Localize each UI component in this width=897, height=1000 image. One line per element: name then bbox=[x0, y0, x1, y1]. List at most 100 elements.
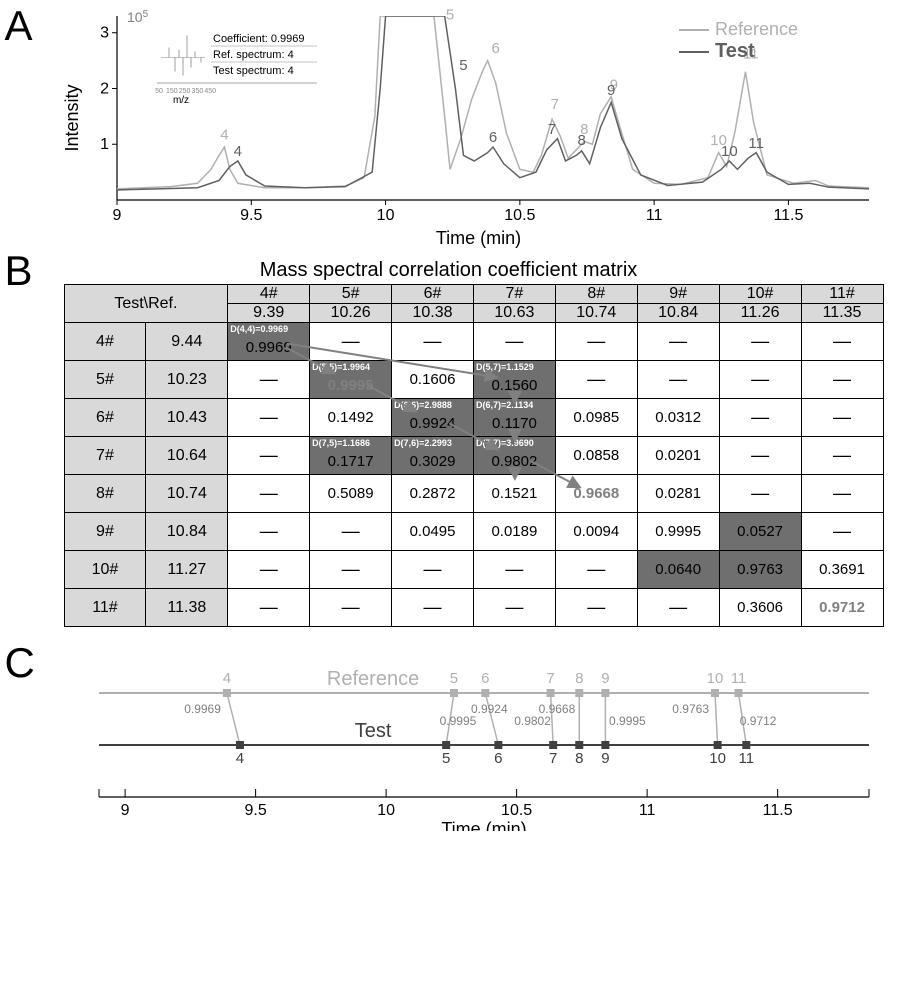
matrix-cell: 0.0094 bbox=[555, 513, 637, 551]
svg-text:11.5: 11.5 bbox=[762, 802, 792, 819]
svg-text:9.5: 9.5 bbox=[244, 802, 266, 819]
col-header: 5# bbox=[310, 285, 392, 304]
col-rt: 9.39 bbox=[228, 304, 310, 323]
col-rt: 10.26 bbox=[310, 304, 392, 323]
row-rt: 10.64 bbox=[146, 437, 228, 475]
matrix-cell: — bbox=[555, 551, 637, 589]
matrix-cell: — bbox=[228, 551, 310, 589]
panel-a-chart: Intensity 12399.51010.51111.510544556677… bbox=[79, 8, 879, 228]
matrix-corner: Test\Ref. bbox=[64, 285, 228, 323]
svg-text:Reference: Reference bbox=[715, 19, 798, 39]
svg-text:7: 7 bbox=[550, 96, 558, 113]
matrix-cell: — bbox=[801, 475, 883, 513]
svg-text:0.9995: 0.9995 bbox=[609, 714, 646, 728]
matrix-cell: 0.0312 bbox=[637, 399, 719, 437]
matrix-cell: 0.1717D(7,5)=1.1686 bbox=[310, 437, 392, 475]
svg-text:5: 5 bbox=[441, 750, 449, 767]
matrix-cell: — bbox=[719, 323, 801, 361]
svg-text:Time (min): Time (min) bbox=[441, 819, 526, 831]
svg-text:0.9802: 0.9802 bbox=[514, 714, 551, 728]
col-rt: 10.74 bbox=[555, 304, 637, 323]
row-header: 5# bbox=[64, 361, 146, 399]
svg-text:0.9969: 0.9969 bbox=[184, 702, 221, 716]
svg-text:9: 9 bbox=[120, 802, 129, 819]
svg-text:m/z: m/z bbox=[172, 95, 188, 106]
svg-text:8: 8 bbox=[575, 670, 583, 687]
svg-text:10.5: 10.5 bbox=[501, 802, 532, 819]
svg-text:Test spectrum: 4: Test spectrum: 4 bbox=[213, 65, 294, 77]
svg-text:9: 9 bbox=[601, 670, 609, 687]
matrix-cell: — bbox=[228, 589, 310, 627]
matrix-cell: — bbox=[801, 361, 883, 399]
col-header: 10# bbox=[719, 285, 801, 304]
svg-text:7: 7 bbox=[546, 670, 554, 687]
svg-text:9.5: 9.5 bbox=[240, 207, 262, 224]
svg-text:0.9712: 0.9712 bbox=[739, 714, 776, 728]
matrix-cell: — bbox=[801, 437, 883, 475]
row-header: 4# bbox=[64, 323, 146, 361]
row-header: 8# bbox=[64, 475, 146, 513]
svg-text:4: 4 bbox=[222, 670, 230, 687]
col-header: 6# bbox=[392, 285, 474, 304]
col-rt: 10.63 bbox=[473, 304, 555, 323]
svg-text:250: 250 bbox=[178, 88, 190, 95]
matrix-cell: 0.9712 bbox=[801, 589, 883, 627]
svg-text:0.9668: 0.9668 bbox=[538, 702, 575, 716]
panel-b: B Mass spectral correlation coefficient … bbox=[9, 259, 889, 627]
matrix-cell: — bbox=[473, 551, 555, 589]
svg-text:3: 3 bbox=[100, 25, 109, 42]
matrix-cell: — bbox=[719, 361, 801, 399]
panel-a: A Intensity 12399.51010.51111.5105445566… bbox=[9, 8, 889, 249]
panel-b-title: Mass spectral correlation coefficient ma… bbox=[9, 259, 889, 282]
matrix-cell: 0.9802D(7,7)=3.9690 bbox=[473, 437, 555, 475]
panel-a-ylabel: Intensity bbox=[62, 84, 83, 151]
matrix-cell: 0.0189 bbox=[473, 513, 555, 551]
col-header: 8# bbox=[555, 285, 637, 304]
matrix-cell: — bbox=[392, 551, 474, 589]
matrix-cell: 0.9995 bbox=[637, 513, 719, 551]
matrix-cell: 0.1170D(6,7)=2.1134 bbox=[473, 399, 555, 437]
matrix-cell: — bbox=[310, 323, 392, 361]
figure: A Intensity 12399.51010.51111.5105445566… bbox=[9, 8, 889, 831]
panel-c: C ReferenceTest440.9969550.9995660.99247… bbox=[9, 651, 889, 831]
col-rt: 11.26 bbox=[719, 304, 801, 323]
matrix-cell: — bbox=[228, 361, 310, 399]
svg-text:Coefficient: 0.9969: Coefficient: 0.9969 bbox=[213, 33, 305, 45]
matrix-cell: — bbox=[801, 513, 883, 551]
matrix-cell: — bbox=[310, 513, 392, 551]
matrix-cell: 0.2872 bbox=[392, 475, 474, 513]
svg-text:Ref. spectrum: 4: Ref. spectrum: 4 bbox=[213, 49, 294, 61]
matrix-cell: — bbox=[719, 437, 801, 475]
panel-a-xlabel: Time (min) bbox=[79, 228, 879, 249]
col-rt: 11.35 bbox=[801, 304, 883, 323]
svg-text:6: 6 bbox=[491, 40, 499, 57]
row-rt: 10.43 bbox=[146, 399, 228, 437]
svg-text:50: 50 bbox=[155, 88, 163, 95]
svg-text:11: 11 bbox=[738, 750, 754, 767]
matrix-cell: — bbox=[392, 323, 474, 361]
svg-text:10: 10 bbox=[709, 750, 726, 767]
svg-text:5: 5 bbox=[449, 670, 457, 687]
svg-text:11: 11 bbox=[638, 802, 655, 819]
matrix-cell: — bbox=[637, 323, 719, 361]
matrix-cell: — bbox=[555, 589, 637, 627]
row-rt: 10.74 bbox=[146, 475, 228, 513]
matrix-cell: — bbox=[228, 399, 310, 437]
matrix-cell: 0.0281 bbox=[637, 475, 719, 513]
svg-text:105: 105 bbox=[127, 9, 149, 26]
matrix-cell: 0.9668 bbox=[555, 475, 637, 513]
col-header: 7# bbox=[473, 285, 555, 304]
panel-c-svg: ReferenceTest440.9969550.9995660.9924770… bbox=[79, 651, 879, 831]
row-header: 6# bbox=[64, 399, 146, 437]
svg-text:8: 8 bbox=[575, 750, 583, 767]
svg-text:9: 9 bbox=[606, 82, 614, 99]
matrix-cell: — bbox=[555, 361, 637, 399]
matrix-cell: — bbox=[228, 475, 310, 513]
svg-text:11.5: 11.5 bbox=[773, 207, 803, 224]
row-header: 10# bbox=[64, 551, 146, 589]
svg-text:7: 7 bbox=[548, 750, 556, 767]
matrix-cell: 0.0527 bbox=[719, 513, 801, 551]
matrix-cell: — bbox=[801, 323, 883, 361]
svg-text:10: 10 bbox=[706, 670, 723, 687]
matrix-cell: 0.9995D(5,5)=1.9964 bbox=[310, 361, 392, 399]
